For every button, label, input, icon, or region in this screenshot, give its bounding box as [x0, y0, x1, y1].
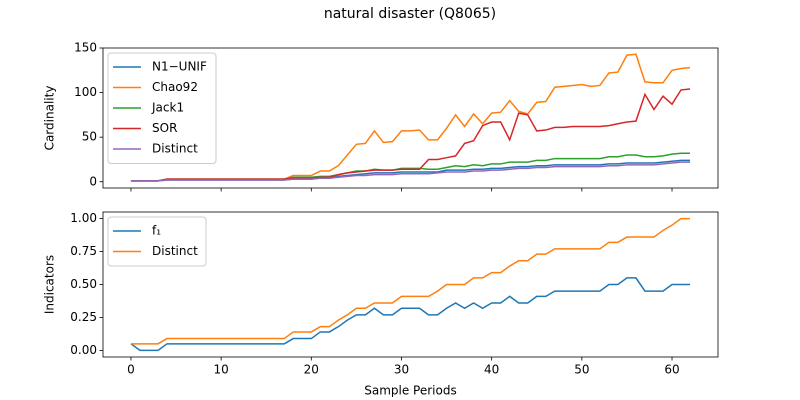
series-line — [130, 161, 691, 182]
legend-box — [107, 216, 207, 267]
legend-label: f₁ — [152, 224, 161, 238]
y-tick-label: 100 — [74, 85, 97, 99]
x-tick-label: 10 — [213, 363, 228, 377]
legend-box — [107, 52, 217, 164]
y-tick-label: 0.50 — [70, 277, 97, 291]
y-tick-label: 0.25 — [70, 310, 97, 324]
y-tick-label: 50 — [82, 130, 97, 144]
y-tick-label: 0.75 — [70, 244, 97, 258]
series-line — [130, 217, 691, 345]
series-line — [130, 277, 691, 352]
y-tick-label: 1.00 — [70, 211, 97, 225]
legend-label: SOR — [152, 121, 177, 135]
x-tick-label: 60 — [664, 363, 679, 377]
legend-label: N1−UNIF — [152, 60, 207, 74]
axes-frame — [102, 47, 719, 189]
x-tick-label: 40 — [484, 363, 499, 377]
y-tick-label: 150 — [74, 41, 97, 55]
y-axis-label: Indicators — [43, 255, 57, 314]
legend-label: Chao92 — [152, 80, 198, 94]
legend-label: Jack1 — [151, 101, 184, 115]
legend-label: Distinct — [152, 244, 198, 258]
chart-title: natural disaster (Q8065) — [324, 6, 496, 22]
x-tick-label: 30 — [394, 363, 409, 377]
axes-frame — [102, 211, 719, 358]
x-tick-label: 0 — [127, 363, 135, 377]
x-tick-label: 50 — [574, 363, 589, 377]
y-axis-label: Cardinality — [43, 86, 57, 151]
series-line — [130, 88, 691, 182]
x-axis-label: Sample Periods — [364, 384, 456, 398]
legend-label: Distinct — [152, 142, 198, 156]
y-tick-label: 0.00 — [70, 343, 97, 357]
y-tick-label: 0 — [89, 174, 97, 188]
x-tick-label: 20 — [304, 363, 319, 377]
